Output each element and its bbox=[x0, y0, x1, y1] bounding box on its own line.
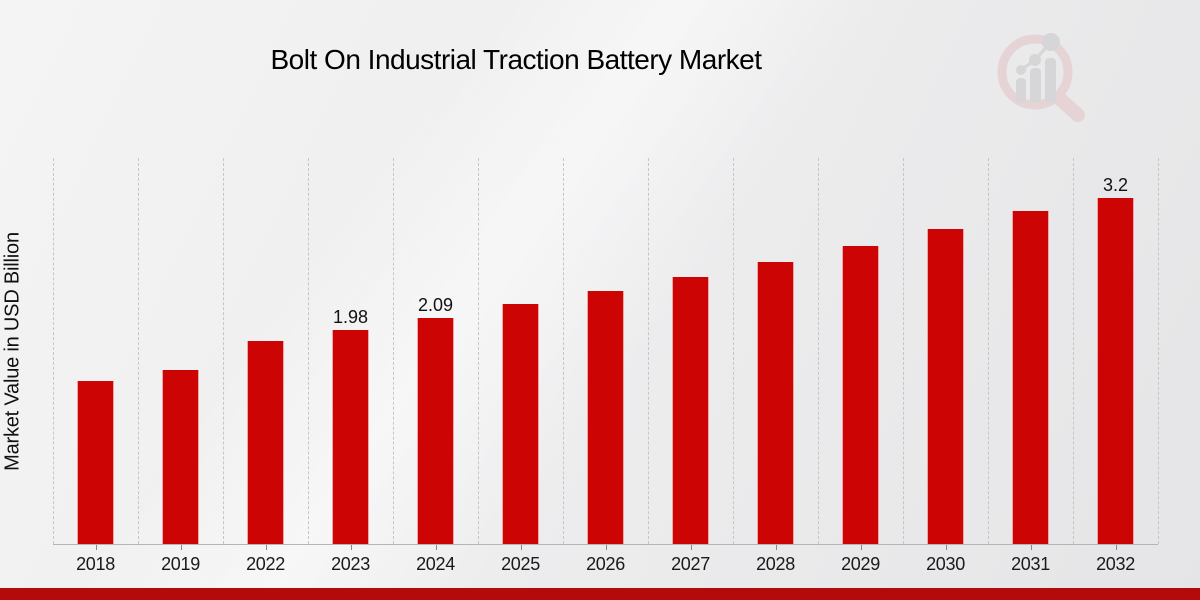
x-tick-label-2031: 2031 bbox=[1011, 554, 1050, 574]
x-axis-tick bbox=[350, 545, 352, 550]
gridline bbox=[478, 158, 479, 544]
bar-2026 bbox=[587, 291, 624, 544]
gridline bbox=[53, 158, 54, 544]
x-tick-label-2022: 2022 bbox=[246, 554, 285, 574]
gridline bbox=[393, 158, 394, 544]
bar-2031 bbox=[1012, 211, 1049, 544]
gridline bbox=[223, 158, 224, 544]
bar-2019 bbox=[162, 370, 199, 544]
logo-dot-large bbox=[1042, 33, 1060, 51]
x-tick-label-2030: 2030 bbox=[926, 554, 965, 574]
logo-bar-large bbox=[1045, 58, 1056, 103]
magnifier-handle bbox=[1052, 91, 1085, 122]
logo-bar-small bbox=[1016, 78, 1026, 103]
logo-dot-medium bbox=[1029, 54, 1041, 66]
x-tick-label-2018: 2018 bbox=[76, 554, 115, 574]
x-axis-tick bbox=[520, 545, 522, 550]
bar-2023 bbox=[332, 330, 369, 544]
gridline bbox=[648, 158, 649, 544]
x-tick-label-2029: 2029 bbox=[841, 554, 880, 574]
bar-value-label-2024: 2.09 bbox=[417, 295, 454, 315]
bar-chart-plot-area: 2018 2019 2022 1.98 2023 2.09 2024 2025 2026 2027… bbox=[53, 158, 1159, 574]
x-tick-label-2026: 2026 bbox=[586, 554, 625, 574]
magnifier-ring bbox=[997, 34, 1073, 110]
logo-bar-medium bbox=[1030, 68, 1041, 103]
bar-2022 bbox=[247, 341, 284, 544]
logo-dot-small bbox=[1016, 65, 1026, 75]
x-tick-label-2019: 2019 bbox=[161, 554, 200, 574]
bar-2032 bbox=[1097, 198, 1134, 544]
x-axis-tick bbox=[945, 545, 947, 550]
x-axis-tick bbox=[605, 545, 607, 550]
x-tick-label-2027: 2027 bbox=[671, 554, 710, 574]
x-axis-tick bbox=[690, 545, 692, 550]
x-axis-tick bbox=[775, 545, 777, 550]
x-tick-label-2025: 2025 bbox=[501, 554, 540, 574]
bar-2024 bbox=[417, 318, 454, 544]
x-axis-tick bbox=[1030, 545, 1032, 550]
gridline bbox=[818, 158, 819, 544]
x-tick-label-2032: 2032 bbox=[1096, 554, 1135, 574]
x-tick-label-2023: 2023 bbox=[331, 554, 370, 574]
gridline bbox=[308, 158, 309, 544]
chart-title: Bolt On Industrial Traction Battery Mark… bbox=[270, 44, 762, 75]
bar-value-label-2032: 3.2 bbox=[1102, 175, 1129, 195]
magnifier-bar-chart-icon bbox=[997, 33, 1085, 122]
bar-2025 bbox=[502, 304, 539, 544]
gridline bbox=[138, 158, 139, 544]
x-axis-tick bbox=[180, 545, 182, 550]
x-axis-tick bbox=[1115, 545, 1117, 550]
x-tick-label-2028: 2028 bbox=[756, 554, 795, 574]
bar-2030 bbox=[927, 229, 964, 544]
x-tick-label-2024: 2024 bbox=[416, 554, 455, 574]
bar-2027 bbox=[672, 277, 709, 544]
bar-2028 bbox=[757, 262, 794, 544]
gridline bbox=[563, 158, 564, 544]
x-axis-tick bbox=[265, 545, 267, 550]
gridline bbox=[1158, 158, 1159, 544]
gridline bbox=[988, 158, 989, 544]
x-axis-tick bbox=[435, 545, 437, 550]
bar-2018 bbox=[77, 381, 114, 544]
footer-red-stripe bbox=[0, 588, 1200, 600]
bar-value-label-2023: 1.98 bbox=[332, 307, 369, 327]
y-axis-label: Market Value in USD Billion bbox=[1, 232, 24, 471]
x-axis-tick bbox=[95, 545, 97, 550]
gridline bbox=[1073, 158, 1074, 544]
gridline bbox=[903, 158, 904, 544]
x-axis-tick bbox=[860, 545, 862, 550]
bar-2029 bbox=[842, 246, 879, 544]
gridline bbox=[733, 158, 734, 544]
